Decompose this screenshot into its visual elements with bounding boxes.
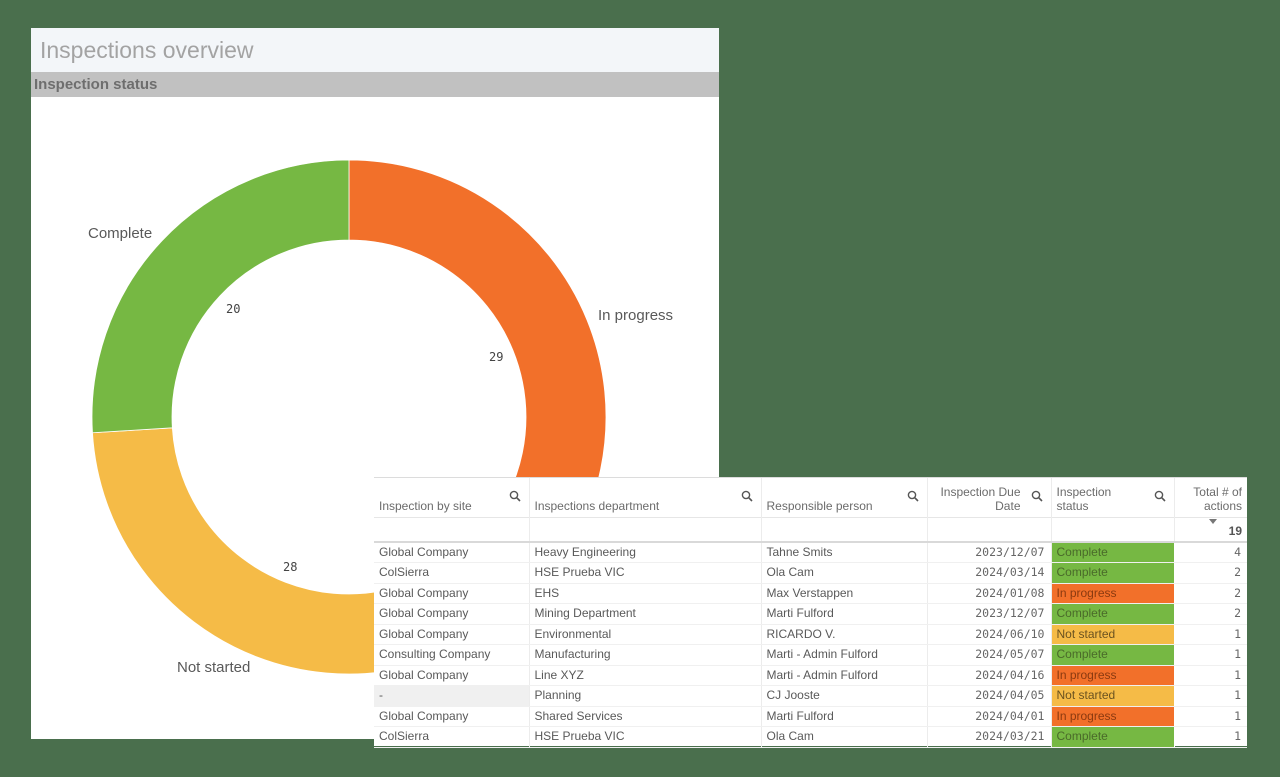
status-cell[interactable]: In progress [1051,706,1175,727]
search-icon[interactable] [1031,490,1043,502]
legend-label-in-progress: In progress [598,307,673,324]
value-label-not-started: 28 [283,560,297,574]
status-cell[interactable]: In progress [1051,583,1175,604]
value-label-complete: 20 [226,302,240,316]
actions-cell[interactable]: 1 [1174,665,1247,686]
department-cell[interactable]: Heavy Engineering [529,542,762,563]
person-cell[interactable]: Ola Cam [761,726,928,748]
site-cell[interactable]: Global Company [374,583,530,604]
table-row[interactable]: Global Company Environmental RICARDO V. 202… [374,624,1247,645]
status-cell[interactable]: Complete [1051,542,1175,563]
actions-cell[interactable]: 1 [1174,726,1247,748]
department-cell[interactable]: HSE Prueba VIC [529,562,762,584]
legend-label-complete: Complete [88,225,152,242]
inspections-overview-panel: Inspections overview Inspection status C… [31,28,719,739]
column-header-person[interactable]: Responsible person [761,478,928,517]
due-date-cell[interactable]: 2024/04/16 [927,665,1052,686]
site-cell[interactable]: Global Company [374,603,530,625]
person-cell[interactable]: Marti - Admin Fulford [761,665,928,686]
person-cell[interactable]: Marti Fulford [761,603,928,625]
status-cell[interactable]: Complete [1051,603,1175,625]
actions-cell[interactable]: 2 [1174,603,1247,625]
due-date-cell[interactable]: 2024/05/07 [927,644,1052,666]
table-row[interactable]: Global Company Line XYZ Marti - Admin Fulf… [374,665,1247,686]
due-date-cell[interactable]: 2024/04/01 [927,706,1052,727]
status-cell[interactable]: Complete [1051,726,1175,748]
due-date-cell[interactable]: 2024/04/05 [927,685,1052,707]
person-cell[interactable]: Ola Cam [761,562,928,584]
search-icon[interactable] [741,490,753,502]
column-header-due-date[interactable]: Inspection Due Date [927,478,1052,517]
panel-title: Inspections overview [31,28,719,72]
table-row[interactable]: Global Company Heavy Engineering Tahne Smi… [374,542,1247,563]
actions-cell[interactable]: 1 [1174,685,1247,707]
due-date-cell[interactable]: 2024/03/21 [927,726,1052,748]
column-header-site[interactable]: Inspection by site [374,478,530,517]
status-cell[interactable]: Complete [1051,562,1175,584]
site-cell[interactable]: Global Company [374,624,530,645]
actions-cell[interactable]: 1 [1174,706,1247,727]
person-cell[interactable]: CJ Jooste [761,685,928,707]
actions-cell[interactable]: 1 [1174,644,1247,666]
inspections-table: Inspection by site Inspections departmen… [374,477,1247,748]
totals-row: 19 [374,516,1247,543]
actions-cell[interactable]: 1 [1174,624,1247,645]
status-cell[interactable]: Not started [1051,685,1175,707]
total-actions-cell[interactable]: 19 [1174,516,1247,543]
value-label-in-progress: 29 [489,350,503,364]
person-cell[interactable]: Max Verstappen [761,583,928,604]
site-cell[interactable]: Global Company [374,665,530,686]
table-row[interactable]: Consulting Company Manufacturing Marti - A… [374,644,1247,666]
search-icon[interactable] [1154,490,1166,502]
person-cell[interactable]: Marti - Admin Fulford [761,644,928,666]
person-cell[interactable]: RICARDO V. [761,624,928,645]
search-icon[interactable] [509,490,521,502]
department-cell[interactable]: Mining Department [529,603,762,625]
status-cell[interactable]: In progress [1051,665,1175,686]
column-header-department[interactable]: Inspections department [529,478,762,517]
table-row[interactable]: Global Company Mining Department Marti Ful… [374,603,1247,625]
column-header-total-actions[interactable]: Total # of actions [1193,484,1242,513]
site-cell[interactable]: Consulting Company [374,644,530,666]
total-actions-value: 19 [1228,524,1242,538]
search-icon[interactable] [907,490,919,502]
site-cell[interactable]: - [374,685,530,707]
donut-segment-complete[interactable] [91,159,350,434]
sort-descending-icon[interactable] [1208,518,1217,524]
due-date-cell[interactable]: 2023/12/07 [927,603,1052,625]
site-cell[interactable]: Global Company [374,542,530,563]
department-cell[interactable]: HSE Prueba VIC [529,726,762,748]
status-cell[interactable]: Not started [1051,624,1175,645]
actions-cell[interactable]: 2 [1174,562,1247,584]
column-header-status[interactable]: Inspection status [1051,478,1175,517]
due-date-cell[interactable]: 2024/01/08 [927,583,1052,604]
actions-cell[interactable]: 2 [1174,583,1247,604]
person-cell[interactable]: Marti Fulford [761,706,928,727]
table-row[interactable]: ColSierra HSE Prueba VIC Ola Cam 2024/03/21… [374,726,1247,748]
chart-subtitle: Inspection status [31,72,719,97]
table-row[interactable]: Global Company EHS Max Verstappen 2024/01/0… [374,583,1247,604]
department-cell[interactable]: EHS [529,583,762,604]
due-date-cell[interactable]: 2023/12/07 [927,542,1052,563]
site-cell[interactable]: ColSierra [374,562,530,584]
table-row[interactable]: - Planning CJ Jooste 2024/04/05 Not started 1 [374,685,1247,707]
due-date-cell[interactable]: 2024/03/14 [927,562,1052,584]
table-header-row: Inspection by site Inspections departmen… [374,478,1247,517]
department-cell[interactable]: Planning [529,685,762,707]
site-cell[interactable]: ColSierra [374,726,530,748]
due-date-cell[interactable]: 2024/06/10 [927,624,1052,645]
table-row[interactable]: Global Company Shared Services Marti Fulfo… [374,706,1247,727]
legend-label-not-started: Not started [177,659,250,676]
person-cell[interactable]: Tahne Smits [761,542,928,563]
department-cell[interactable]: Shared Services [529,706,762,727]
department-cell[interactable]: Environmental [529,624,762,645]
table-row[interactable]: ColSierra HSE Prueba VIC Ola Cam 2024/03/14… [374,562,1247,584]
actions-cell[interactable]: 4 [1174,542,1247,563]
status-cell[interactable]: Complete [1051,644,1175,666]
department-cell[interactable]: Manufacturing [529,644,762,666]
department-cell[interactable]: Line XYZ [529,665,762,686]
site-cell[interactable]: Global Company [374,706,530,727]
